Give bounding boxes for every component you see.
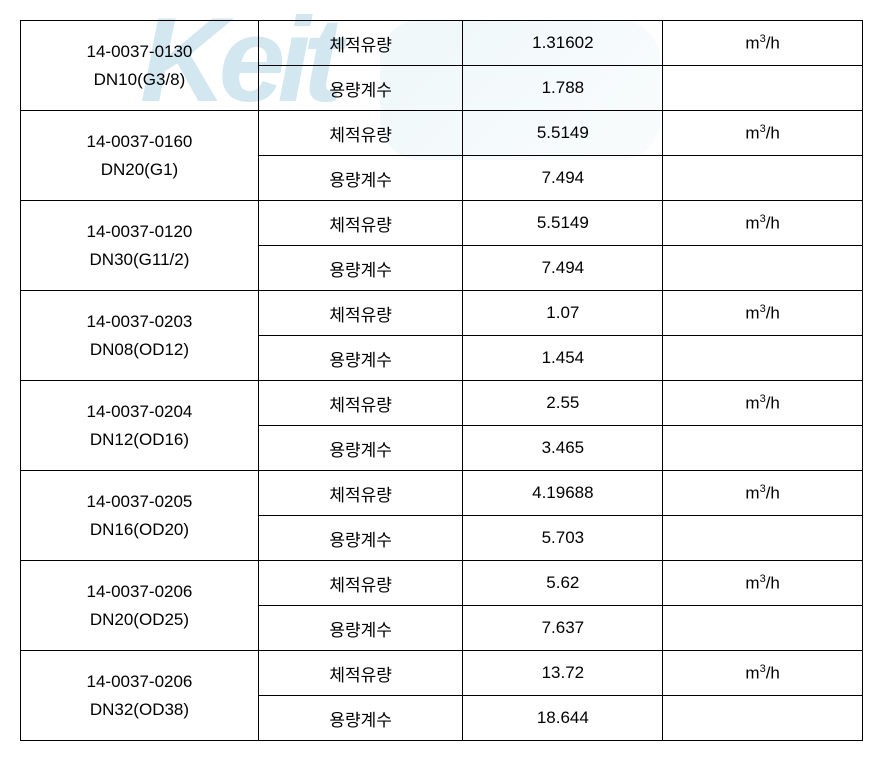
unit-cell-empty — [663, 516, 863, 561]
id-spec: DN08(OD12) — [21, 336, 258, 363]
unit-cell-empty — [663, 156, 863, 201]
id-cell: 14-0037-0204DN12(OD16) — [21, 381, 259, 471]
coeff-value: 3.465 — [463, 426, 663, 471]
param-flow-label: 체적유량 — [258, 291, 463, 336]
id-spec: DN20(OD25) — [21, 606, 258, 633]
unit-cell: m3/h — [663, 291, 863, 336]
id-spec: DN10(G3/8) — [21, 66, 258, 93]
id-cell: 14-0037-0206DN32(OD38) — [21, 651, 259, 741]
unit-cell: m3/h — [663, 471, 863, 516]
unit-cell-empty — [663, 336, 863, 381]
id-spec: DN20(G1) — [21, 156, 258, 183]
param-flow-label: 체적유량 — [258, 201, 463, 246]
param-coeff-label: 용량계수 — [258, 336, 463, 381]
id-cell: 14-0037-0120DN30(G11/2) — [21, 201, 259, 291]
table-row: 14-0037-0206DN32(OD38)체적유량13.72m3/h — [21, 651, 863, 696]
id-spec: DN16(OD20) — [21, 516, 258, 543]
param-flow-label: 체적유량 — [258, 21, 463, 66]
param-flow-label: 체적유량 — [258, 561, 463, 606]
table-body: 14-0037-0130DN10(G3/8)체적유량1.31602m3/h용량계… — [21, 21, 863, 741]
unit-cell: m3/h — [663, 21, 863, 66]
param-coeff-label: 용량계수 — [258, 246, 463, 291]
id-cell: 14-0037-0205DN16(OD20) — [21, 471, 259, 561]
table-row: 14-0037-0203DN08(OD12)체적유량1.07m3/h — [21, 291, 863, 336]
param-flow-label: 체적유량 — [258, 471, 463, 516]
coeff-value: 18.644 — [463, 696, 663, 741]
id-spec: DN32(OD38) — [21, 696, 258, 723]
table-row: 14-0037-0120DN30(G11/2)체적유량5.5149m3/h — [21, 201, 863, 246]
param-coeff-label: 용량계수 — [258, 156, 463, 201]
unit-cell: m3/h — [663, 561, 863, 606]
id-code: 14-0037-0206 — [21, 578, 258, 605]
unit-cell-empty — [663, 696, 863, 741]
flow-value: 13.72 — [463, 651, 663, 696]
id-code: 14-0037-0160 — [21, 128, 258, 155]
flow-value: 1.07 — [463, 291, 663, 336]
id-code: 14-0037-0205 — [21, 488, 258, 515]
coeff-value: 5.703 — [463, 516, 663, 561]
id-code: 14-0037-0120 — [21, 218, 258, 245]
flow-value: 1.31602 — [463, 21, 663, 66]
param-coeff-label: 용량계수 — [258, 606, 463, 651]
data-table: 14-0037-0130DN10(G3/8)체적유량1.31602m3/h용량계… — [20, 20, 863, 741]
id-cell: 14-0037-0203DN08(OD12) — [21, 291, 259, 381]
flow-value: 5.5149 — [463, 201, 663, 246]
table-row: 14-0037-0206DN20(OD25)체적유량5.62m3/h — [21, 561, 863, 606]
param-coeff-label: 용량계수 — [258, 696, 463, 741]
id-spec: DN12(OD16) — [21, 426, 258, 453]
coeff-value: 7.494 — [463, 246, 663, 291]
table-row: 14-0037-0205DN16(OD20)체적유량4.19688m3/h — [21, 471, 863, 516]
id-code: 14-0037-0130 — [21, 38, 258, 65]
unit-cell: m3/h — [663, 201, 863, 246]
id-cell: 14-0037-0130DN10(G3/8) — [21, 21, 259, 111]
table-row: 14-0037-0160DN20(G1)체적유량5.5149m3/h — [21, 111, 863, 156]
param-flow-label: 체적유량 — [258, 111, 463, 156]
unit-cell: m3/h — [663, 381, 863, 426]
id-spec: DN30(G11/2) — [21, 246, 258, 273]
id-code: 14-0037-0204 — [21, 398, 258, 425]
unit-cell: m3/h — [663, 651, 863, 696]
param-coeff-label: 용량계수 — [258, 516, 463, 561]
param-flow-label: 체적유량 — [258, 651, 463, 696]
param-coeff-label: 용량계수 — [258, 66, 463, 111]
coeff-value: 7.637 — [463, 606, 663, 651]
id-cell: 14-0037-0160DN20(G1) — [21, 111, 259, 201]
coeff-value: 1.454 — [463, 336, 663, 381]
id-code: 14-0037-0203 — [21, 308, 258, 335]
coeff-value: 7.494 — [463, 156, 663, 201]
unit-cell-empty — [663, 66, 863, 111]
flow-value: 2.55 — [463, 381, 663, 426]
id-code: 14-0037-0206 — [21, 668, 258, 695]
flow-value: 5.62 — [463, 561, 663, 606]
table-row: 14-0037-0204DN12(OD16)체적유량2.55m3/h — [21, 381, 863, 426]
id-cell: 14-0037-0206DN20(OD25) — [21, 561, 259, 651]
coeff-value: 1.788 — [463, 66, 663, 111]
param-flow-label: 체적유량 — [258, 381, 463, 426]
unit-cell-empty — [663, 606, 863, 651]
table-row: 14-0037-0130DN10(G3/8)체적유량1.31602m3/h — [21, 21, 863, 66]
flow-value: 5.5149 — [463, 111, 663, 156]
param-coeff-label: 용량계수 — [258, 426, 463, 471]
unit-cell: m3/h — [663, 111, 863, 156]
unit-cell-empty — [663, 426, 863, 471]
unit-cell-empty — [663, 246, 863, 291]
flow-value: 4.19688 — [463, 471, 663, 516]
